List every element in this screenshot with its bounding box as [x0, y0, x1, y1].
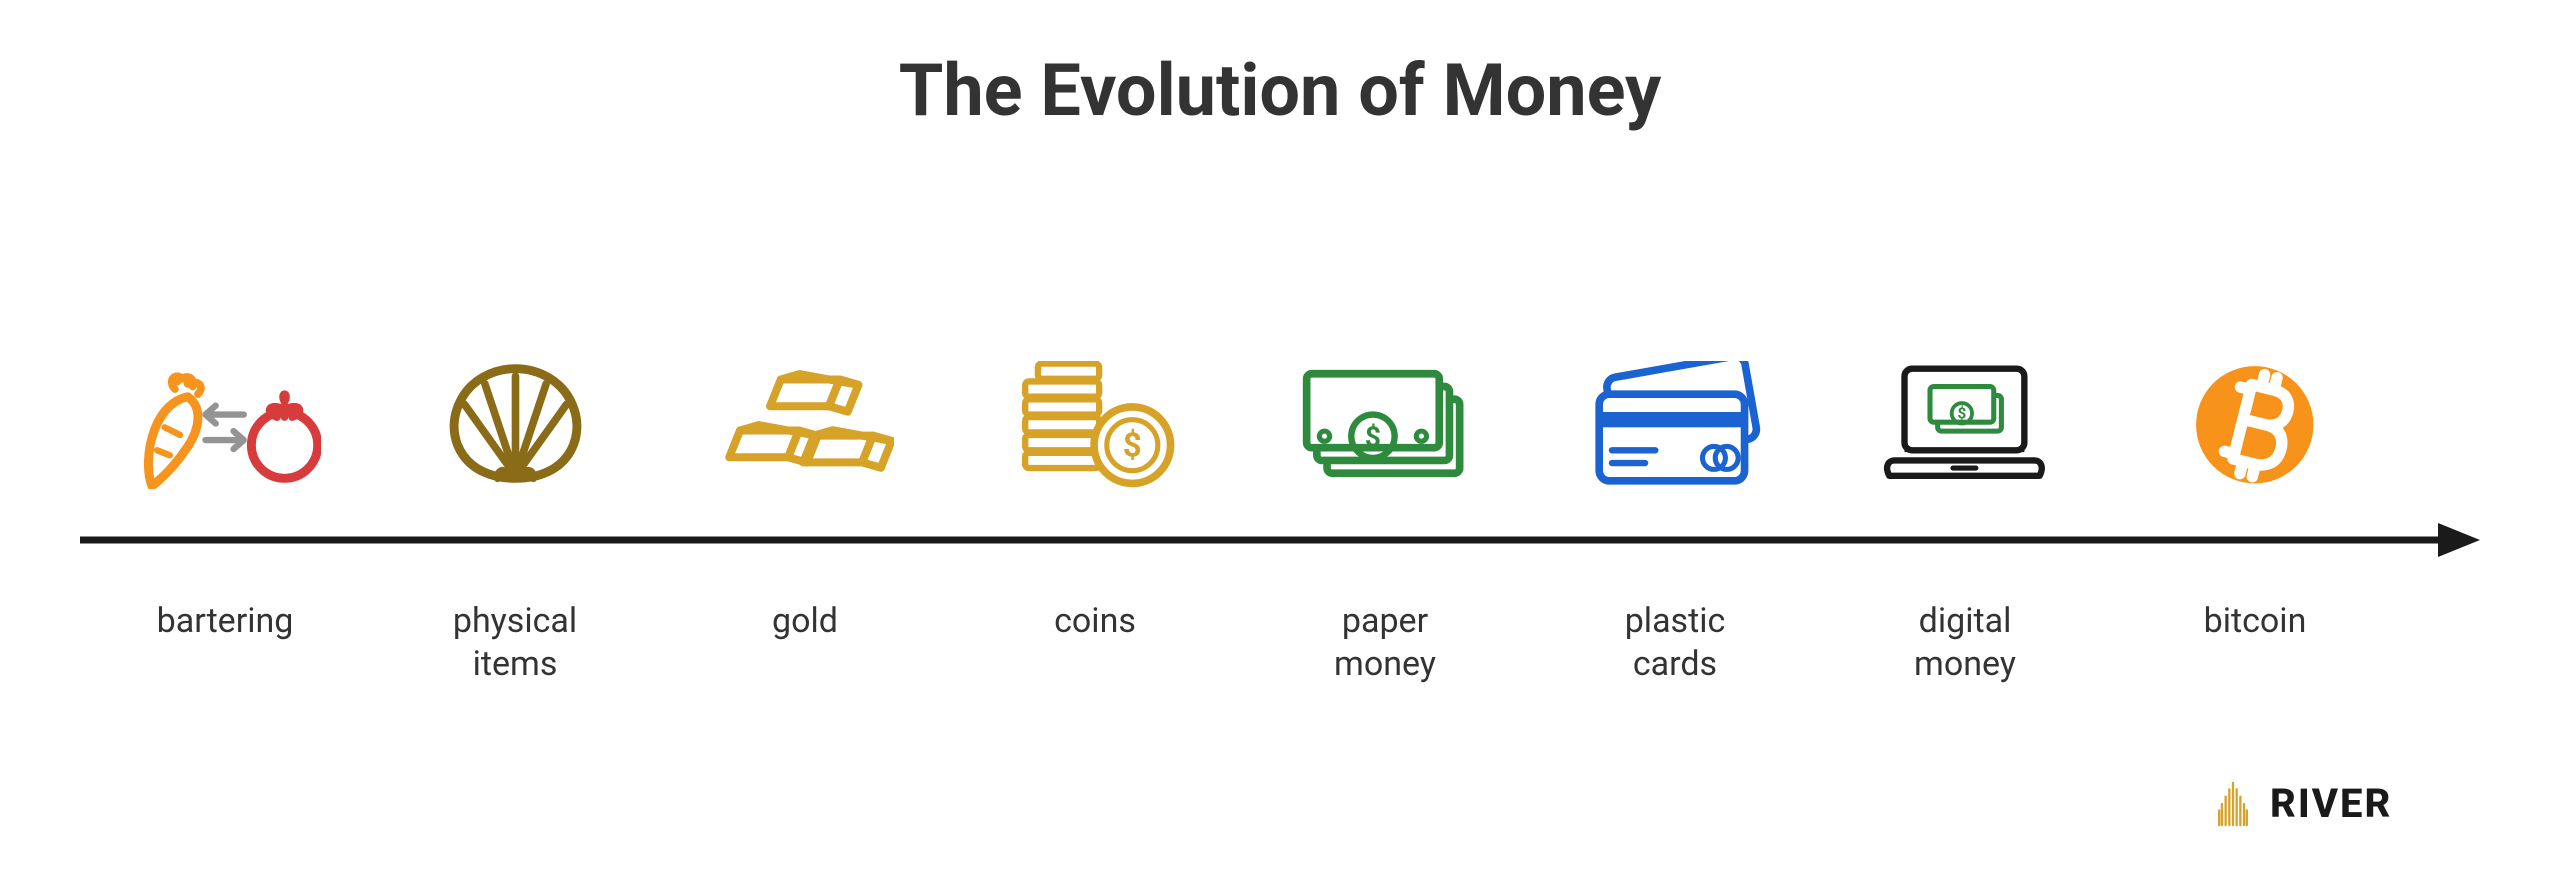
- svg-text:$: $: [1365, 421, 1381, 454]
- stage-label-paper-money: paper money: [1240, 600, 1530, 685]
- stages-row: $ $ $: [80, 300, 2400, 500]
- svg-text:$: $: [1957, 405, 1966, 423]
- stage-label-digital-money: digital money: [1820, 600, 2110, 685]
- stage-label-bitcoin: bitcoin: [2110, 600, 2400, 643]
- stage-label-gold: gold: [660, 600, 950, 643]
- physical-items-icon: [439, 350, 592, 500]
- stage-label-physical-items: physical items: [370, 600, 660, 685]
- stage-physical-items: [370, 350, 660, 500]
- plastic-cards-icon: [1589, 350, 1761, 500]
- brand-logo: RIVER: [2210, 780, 2392, 827]
- stage-label-plastic-cards: plastic cards: [1530, 600, 1820, 685]
- labels-row: barteringphysical itemsgoldcoinspaper mo…: [80, 600, 2400, 685]
- timeline-arrow: [80, 518, 2484, 562]
- gold-icon: [716, 350, 895, 500]
- stage-gold: [660, 350, 950, 500]
- stage-label-coins: coins: [950, 600, 1240, 643]
- stage-label-bartering: bartering: [80, 600, 370, 643]
- coins-icon: $: [1015, 350, 1174, 500]
- page-title: The Evolution of Money: [0, 48, 2560, 133]
- bitcoin-icon: [2191, 350, 2319, 500]
- river-logo-icon: [2210, 781, 2256, 827]
- svg-text:$: $: [1123, 427, 1142, 466]
- stage-bitcoin: [2110, 350, 2400, 500]
- stage-plastic-cards: [1530, 350, 1820, 500]
- stage-coins: $: [950, 350, 1240, 500]
- paper-money-icon: $: [1299, 350, 1471, 500]
- stage-paper-money: $: [1240, 350, 1530, 500]
- bartering-icon: [129, 350, 320, 500]
- digital-money-icon: $: [1879, 350, 2051, 500]
- stage-bartering: [80, 350, 370, 500]
- brand-logo-text: RIVER: [2270, 780, 2392, 827]
- stage-digital-money: $: [1820, 350, 2110, 500]
